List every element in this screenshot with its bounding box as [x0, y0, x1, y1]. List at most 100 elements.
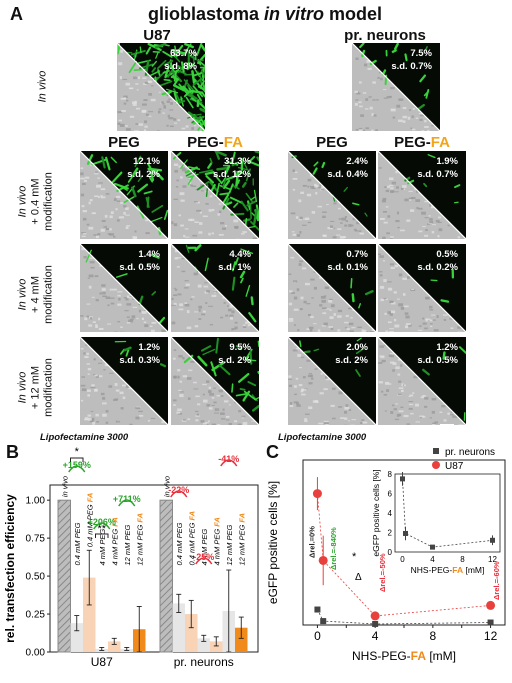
cell-signal [194, 244, 202, 252]
texture-speck [125, 82, 130, 86]
texture-speck [95, 325, 98, 329]
texture-speck [232, 328, 236, 330]
texture-speck [120, 97, 126, 100]
cell-signal [204, 257, 209, 272]
texture-speck [202, 383, 207, 386]
texture-speck [362, 421, 368, 424]
inset-x-axis-label: NHS-PEG-FA [mM] [411, 565, 485, 575]
texture-speck [322, 211, 327, 213]
texture-speck [388, 177, 394, 181]
microscopy-image [80, 151, 168, 239]
data-point-neurons [314, 606, 321, 613]
cell-signal [442, 351, 446, 360]
cell-signal [250, 220, 259, 231]
texture-speck [195, 419, 199, 422]
texture-speck [288, 384, 293, 387]
texture-speck [429, 203, 434, 207]
texture-speck [208, 407, 213, 410]
texture-speck [392, 369, 395, 372]
texture-speck [195, 395, 200, 398]
texture-speck [389, 352, 394, 355]
texture-speck [231, 310, 235, 314]
texture-speck [304, 418, 307, 420]
texture-speck [419, 118, 423, 121]
texture-speck [298, 263, 302, 266]
cell-signal [159, 80, 173, 87]
texture-speck [231, 328, 234, 331]
cell-signal [321, 161, 326, 169]
texture-speck [177, 369, 181, 372]
cell-signal [193, 119, 203, 125]
texture-speck [449, 317, 455, 320]
texture-speck [302, 224, 307, 226]
texture-speck [379, 255, 384, 258]
cell-signal [162, 50, 173, 58]
series-line-U87 [317, 493, 491, 617]
cell-signal [404, 53, 408, 62]
texture-speck [402, 115, 408, 119]
u87-header: U87 [143, 27, 171, 44]
texture-speck [95, 299, 99, 302]
cell-signal [101, 156, 106, 169]
texture-speck [329, 225, 334, 229]
texture-speck [420, 396, 425, 399]
texture-speck [144, 324, 149, 328]
texture-speck [313, 286, 317, 290]
texture-speck [292, 233, 297, 236]
cell-signal [202, 81, 205, 91]
texture-speck [398, 303, 403, 307]
bar-pr-neurons-0 [159, 499, 173, 653]
texture-speck [188, 178, 192, 180]
texture-speck [382, 197, 387, 201]
texture-speck [458, 424, 464, 425]
texture-speck [310, 315, 314, 319]
tile-percentage: 9.5% [229, 342, 251, 353]
texture-speck [194, 221, 199, 223]
texture-speck [408, 190, 413, 192]
texture-speck [408, 324, 412, 327]
bar-label: in vivo [162, 476, 171, 497]
texture-speck [198, 231, 203, 234]
cell-signal [173, 88, 181, 103]
texture-speck [380, 217, 385, 221]
texture-speck [103, 369, 106, 371]
texture-speck [86, 315, 90, 318]
texture-speck [135, 407, 141, 410]
cell-signal [163, 209, 168, 221]
texture-speck [293, 401, 299, 404]
cell-signal [219, 192, 230, 196]
texture-speck [379, 345, 384, 348]
texture-speck [122, 384, 127, 387]
texture-speck [429, 218, 433, 221]
texture-speck [96, 184, 101, 188]
texture-speck [363, 329, 367, 332]
texture-speck [129, 318, 134, 321]
cell-signal [151, 67, 157, 73]
texture-speck [330, 304, 335, 308]
legend-marker [432, 461, 440, 469]
texture-speck [429, 323, 433, 325]
microscopy-image [378, 244, 466, 332]
texture-speck [102, 291, 106, 295]
texture-speck [425, 229, 428, 232]
texture-speck [323, 422, 329, 425]
texture-speck [209, 393, 214, 396]
texture-speck [107, 304, 110, 307]
texture-speck [432, 424, 436, 425]
cell-signal [393, 43, 399, 51]
texture-speck [402, 107, 407, 110]
texture-speck [86, 223, 90, 226]
cell-signal [145, 197, 150, 208]
texture-speck [222, 408, 225, 411]
texture-speck [176, 179, 179, 182]
cell-signal [198, 102, 205, 110]
cell-signal [407, 179, 415, 185]
texture-speck [306, 193, 312, 197]
texture-speck [387, 311, 391, 314]
texture-speck [393, 318, 397, 322]
texture-speck [325, 378, 330, 381]
texture-speck [325, 308, 330, 310]
cell-signal [173, 84, 185, 92]
texture-speck [178, 165, 181, 168]
row-label-0.4mM: In vivo + 0.4 mM modification [16, 172, 55, 231]
